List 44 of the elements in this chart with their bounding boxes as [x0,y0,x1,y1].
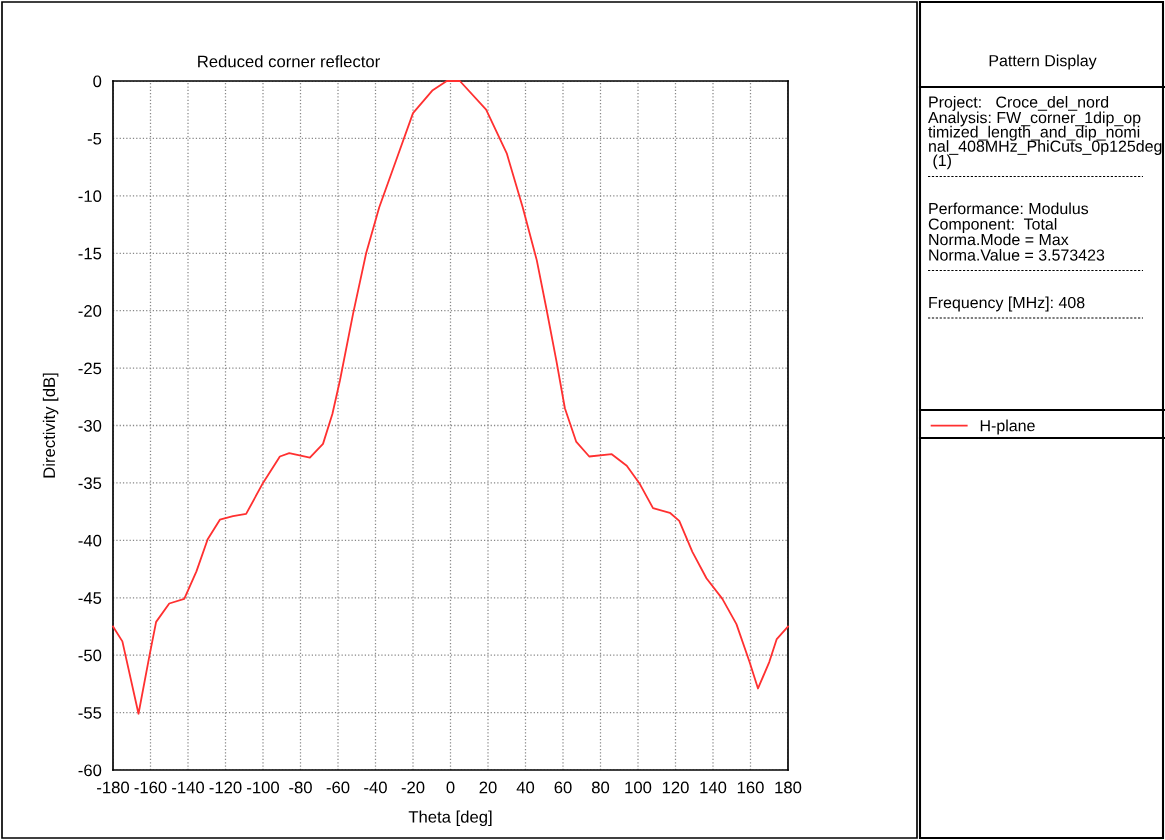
x-tick-label: -40 [364,781,387,794]
x-tick-label: 160 [737,781,764,794]
text: Frequency [MHz]: 408 [929,296,1085,312]
text: Project: Croce_del_nord [929,96,1109,111]
text: Component: Total [928,218,1057,233]
x-axis-title: Theta [deg] [408,810,492,827]
y-tick-label: -60 [78,764,102,777]
y-tick-label: -30 [78,419,102,432]
chart-title: Reduced corner reflector [198,55,380,68]
y-tick-label: 0 [93,75,102,88]
x-tick-label: 100 [625,781,652,794]
x-tick-label: -80 [289,781,312,794]
x-tick-label: -100 [247,781,280,794]
x-tick-label: 120 [662,781,689,794]
y-tick-label: -5 [87,132,102,145]
y-tick-label: -20 [78,305,102,317]
x-tick-label: -180 [97,781,130,794]
x-tick-label: 40 [516,781,535,794]
y-tick-label: -45 [78,592,102,604]
x-tick-label: -120 [209,781,242,794]
y-tick-label: -50 [78,649,102,662]
x-tick-label: -60 [326,781,350,794]
x-tick-label: -140 [172,781,205,794]
x-tick-label: 140 [700,781,727,794]
x-tick-label: 180 [775,781,802,794]
text: Performance: Modulus [929,202,1089,215]
y-tick-label: -25 [78,362,102,375]
y-tick-label: -35 [78,477,102,490]
x-tick-label: -20 [401,781,425,794]
y-axis-title: Directivity [dB] [42,373,59,478]
y-tick-label: -55 [78,707,102,719]
x-tick-label: 80 [591,781,610,794]
text: Norma.Mode = Max [929,233,1069,246]
x-tick-label: -160 [134,781,167,794]
x-tick-label: 0 [446,781,455,794]
legend-label: H-plane [980,419,1035,435]
x-tick-label: 20 [479,781,497,794]
text: Norma.Value = 3.573423 [929,249,1105,261]
x-tick-label: 60 [554,781,572,794]
y-tick-label: -15 [78,247,102,260]
y-tick-label: -10 [78,190,102,203]
text: Analysis: FW_corner_1dip_optimized_length_and_dip_nominal_408MHz_PhiCuts_0p125deg (1) [928,111,1162,170]
y-tick-label: -40 [78,534,102,547]
text: Pattern Display [989,54,1097,70]
